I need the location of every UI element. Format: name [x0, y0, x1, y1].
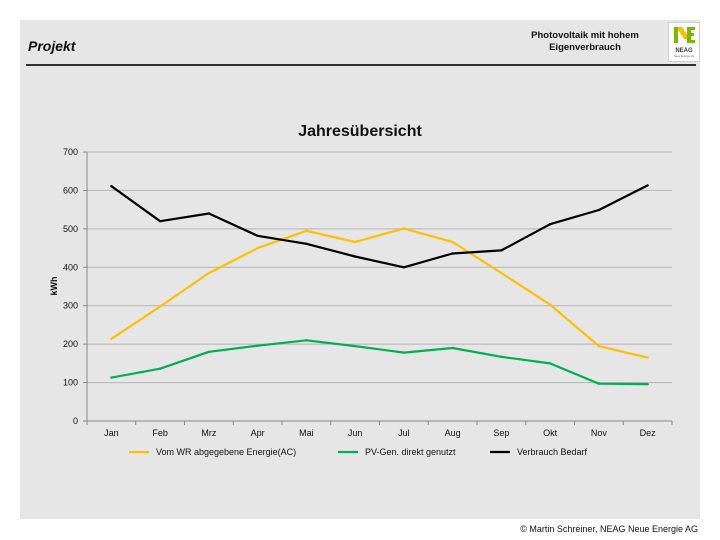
- x-tick-label: Aug: [445, 428, 461, 438]
- data-point: [305, 339, 308, 342]
- data-point: [207, 350, 211, 354]
- logo-subtext: Neue Energie AG: [673, 55, 695, 58]
- header-divider: [26, 64, 696, 66]
- x-tick-label: Dez: [640, 428, 657, 438]
- x-tick-label: Jan: [104, 428, 119, 438]
- data-point: [353, 344, 357, 348]
- x-tick-label: Feb: [152, 428, 168, 438]
- x-tick-label: Okt: [543, 428, 558, 438]
- y-axis-label: kWh: [49, 277, 59, 296]
- neag-logo-mark-icon: [674, 27, 695, 43]
- data-point: [548, 303, 552, 306]
- legend-label: PV-Gen. direkt genutzt: [365, 447, 456, 457]
- y-axis-ticks: 0 100 200 300 400 500 600 700: [63, 147, 87, 426]
- neag-logo: NEAG Neue Energie AG: [668, 22, 700, 62]
- data-point: [402, 227, 406, 230]
- legend-label: Verbrauch Bedarf: [517, 447, 588, 457]
- data-point: [110, 376, 113, 379]
- data-point: [207, 271, 211, 275]
- data-point: [646, 356, 649, 359]
- data-point: [110, 185, 113, 188]
- x-tick-label: Jun: [348, 428, 363, 438]
- chart-grid: [87, 151, 672, 384]
- data-point: [402, 266, 406, 269]
- subtitle-line-1: Photovoltaik mit hohem: [531, 30, 639, 41]
- x-tick-label: Apr: [251, 428, 265, 438]
- logo-text: NEAG: [675, 48, 693, 54]
- data-point: [158, 219, 162, 223]
- data-point: [305, 229, 308, 232]
- data-point: [451, 240, 454, 244]
- page-subtitle: Photovoltaik mit hohem Eigenverbrauch: [500, 30, 670, 54]
- data-point: [597, 344, 601, 348]
- y-tick-label: 400: [63, 262, 78, 272]
- y-tick-label: 600: [63, 185, 78, 195]
- series-line-2: [111, 339, 648, 386]
- legend-label: Vom WR abgegebene Energie(AC): [156, 447, 296, 457]
- x-tick-label: Jul: [398, 428, 410, 438]
- page-title: Projekt: [28, 38, 76, 54]
- data-point: [451, 252, 454, 255]
- series-line-3: [110, 184, 649, 269]
- data-point: [500, 271, 503, 275]
- data-point: [207, 212, 211, 215]
- data-point: [353, 240, 357, 244]
- data-point: [500, 355, 503, 359]
- data-point: [646, 382, 649, 386]
- y-tick-label: 200: [63, 339, 78, 349]
- data-point: [256, 246, 259, 250]
- y-tick-label: 500: [63, 224, 78, 234]
- y-tick-label: 100: [63, 378, 78, 388]
- x-axis-ticks: Jan Feb Mrz Apr Mai Jun Jul Aug Sep Okt Nov Dez: [86, 421, 673, 438]
- series-line-1: [110, 227, 648, 359]
- x-tick-label: Mai: [299, 428, 314, 438]
- data-point: [548, 223, 552, 226]
- data-point: [548, 362, 552, 365]
- data-point: [451, 346, 454, 350]
- data-point: [500, 249, 503, 252]
- y-tick-label: 300: [63, 301, 78, 311]
- data-point: [256, 234, 259, 237]
- x-tick-label: Mrz: [201, 428, 216, 438]
- y-tick-label: 700: [63, 147, 78, 157]
- data-point: [353, 255, 357, 258]
- data-point: [597, 382, 601, 385]
- copyright-text: © Martin Schreiner, NEAG Neue Energie AG: [520, 524, 698, 534]
- data-point: [110, 337, 113, 340]
- data-point: [158, 367, 162, 370]
- data-point: [402, 351, 406, 354]
- data-point: [646, 184, 649, 187]
- x-tick-label: Nov: [591, 428, 608, 438]
- data-point: [158, 305, 162, 308]
- x-tick-label: Sep: [493, 428, 509, 438]
- chart-axes: [86, 152, 672, 422]
- y-tick-label: 0: [73, 416, 78, 426]
- chart-series: [110, 184, 649, 386]
- data-point: [305, 242, 308, 246]
- data-point: [597, 208, 601, 212]
- data-point: [256, 344, 259, 347]
- chart-legend: Vom WR abgegebene Energie(AC) PV-Gen. dir…: [129, 447, 588, 457]
- subtitle-line-2: Eigenverbrauch: [549, 42, 621, 53]
- chart-title: Jahresübersicht: [298, 123, 422, 140]
- slide-background: [20, 20, 700, 519]
